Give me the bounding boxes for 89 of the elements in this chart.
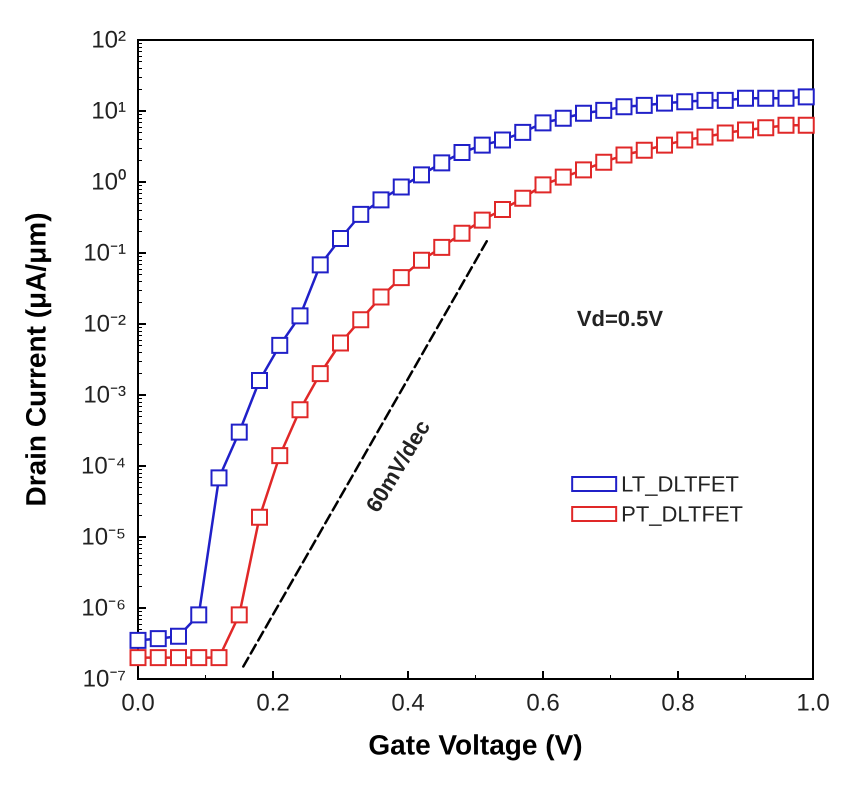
point — [716, 92, 734, 109]
x-tick-label: 1.0 — [796, 690, 830, 716]
y-tick-label: 10² — [91, 26, 126, 54]
point — [413, 166, 430, 184]
point — [433, 154, 450, 172]
point — [251, 508, 268, 526]
point — [130, 632, 146, 649]
point — [554, 110, 572, 127]
annotation: Vd=0.5V — [576, 306, 664, 331]
point — [595, 154, 612, 171]
point — [433, 238, 450, 256]
point — [392, 178, 410, 196]
point — [130, 649, 146, 666]
point — [534, 114, 552, 132]
point — [757, 119, 774, 136]
point — [413, 252, 430, 269]
point — [352, 206, 370, 223]
point — [150, 649, 167, 666]
point — [372, 191, 390, 208]
point — [332, 334, 349, 352]
point — [230, 606, 248, 624]
point — [514, 124, 532, 141]
y-tick-label: 10⁻⁶ — [81, 594, 126, 622]
point — [210, 649, 228, 666]
point — [656, 136, 673, 154]
point — [210, 469, 228, 486]
x-tick-label: 0.8 — [661, 690, 695, 716]
point — [798, 116, 815, 134]
point — [271, 336, 288, 354]
point — [575, 161, 592, 178]
point — [696, 128, 714, 146]
point — [292, 307, 308, 324]
point — [676, 132, 694, 149]
point — [778, 90, 794, 107]
y-tick-label: 10⁻⁷ — [82, 666, 126, 692]
point — [616, 98, 632, 116]
point — [696, 92, 714, 109]
point — [190, 649, 208, 666]
point — [454, 144, 470, 162]
point — [616, 146, 632, 164]
y-tick-label: 10⁰ — [91, 168, 126, 196]
x-tick-label: 0.6 — [526, 690, 560, 716]
point — [251, 372, 268, 390]
point — [230, 424, 248, 441]
point — [312, 256, 329, 274]
point — [778, 116, 794, 134]
y-tick-label: 10¹ — [91, 98, 126, 124]
x-tick-label: 0.0 — [121, 690, 155, 716]
point — [656, 94, 673, 112]
y-tick-label: 10⁻⁴ — [80, 452, 126, 480]
point — [636, 96, 653, 114]
point — [170, 649, 187, 666]
point — [534, 176, 552, 194]
point — [554, 168, 572, 186]
x-tick-label: 0.2 — [256, 690, 290, 716]
y-tick-label: 10⁻² — [83, 310, 126, 338]
x-axis-title: Gate Voltage (V) — [368, 730, 583, 760]
point — [514, 190, 532, 207]
point — [737, 122, 754, 138]
point — [474, 136, 491, 154]
point — [474, 212, 491, 229]
point — [494, 132, 511, 149]
point — [150, 630, 167, 648]
point — [392, 269, 410, 286]
point — [271, 447, 288, 464]
point — [595, 102, 612, 119]
x-tick-label: 0.4 — [391, 690, 425, 716]
point — [636, 142, 653, 159]
point — [757, 90, 774, 107]
point — [332, 230, 349, 248]
point — [737, 90, 754, 107]
point — [494, 200, 511, 218]
point — [454, 224, 470, 242]
point — [575, 104, 592, 122]
y-axis-title: Drain Current (μA/μm) — [20, 212, 52, 507]
point — [372, 288, 390, 306]
y-tick-label: 10⁻¹ — [83, 240, 126, 266]
y-tick-label: 10⁻⁵ — [81, 524, 126, 550]
point — [352, 311, 370, 328]
y-tick-label: 10⁻³ — [83, 382, 126, 408]
point — [190, 606, 208, 624]
point — [170, 628, 187, 645]
point — [716, 124, 734, 142]
point — [312, 365, 329, 382]
point — [798, 88, 815, 106]
legend-label: LT_DLTFET — [621, 472, 739, 497]
point — [292, 401, 308, 418]
point — [676, 93, 694, 110]
legend-label: PT_DLTFET — [621, 502, 743, 527]
